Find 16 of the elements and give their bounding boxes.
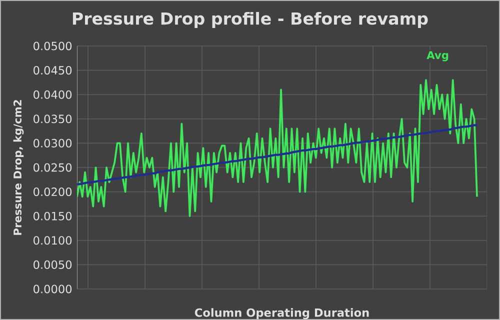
chart-title: Pressure Drop profile - Before revamp (72, 12, 428, 28)
y-tick-label: 0.0450 (34, 66, 72, 75)
y-tick-label: 0.0500 (34, 42, 72, 50)
y-tick-label: 0.0100 (34, 236, 72, 245)
x-axis-title: Column Operating Duration (194, 308, 369, 320)
y-tick-label: 0.0050 (34, 260, 72, 269)
y-tick-label: 0.0000 (34, 284, 72, 294)
y-axis-title: Pressure Drop, kg/cm2 (13, 100, 24, 235)
y-tick-label: 0.0400 (34, 90, 72, 99)
y-tick-label: 0.0350 (34, 114, 72, 124)
y-tick-label: 0.0300 (34, 138, 72, 148)
annotation: Avg (426, 51, 448, 62)
y-tick-label: 0.0150 (34, 212, 72, 220)
y-tick-label: 0.0250 (34, 163, 72, 172)
line-series (77, 79, 478, 218)
y-tick-label: 0.0200 (34, 188, 72, 196)
